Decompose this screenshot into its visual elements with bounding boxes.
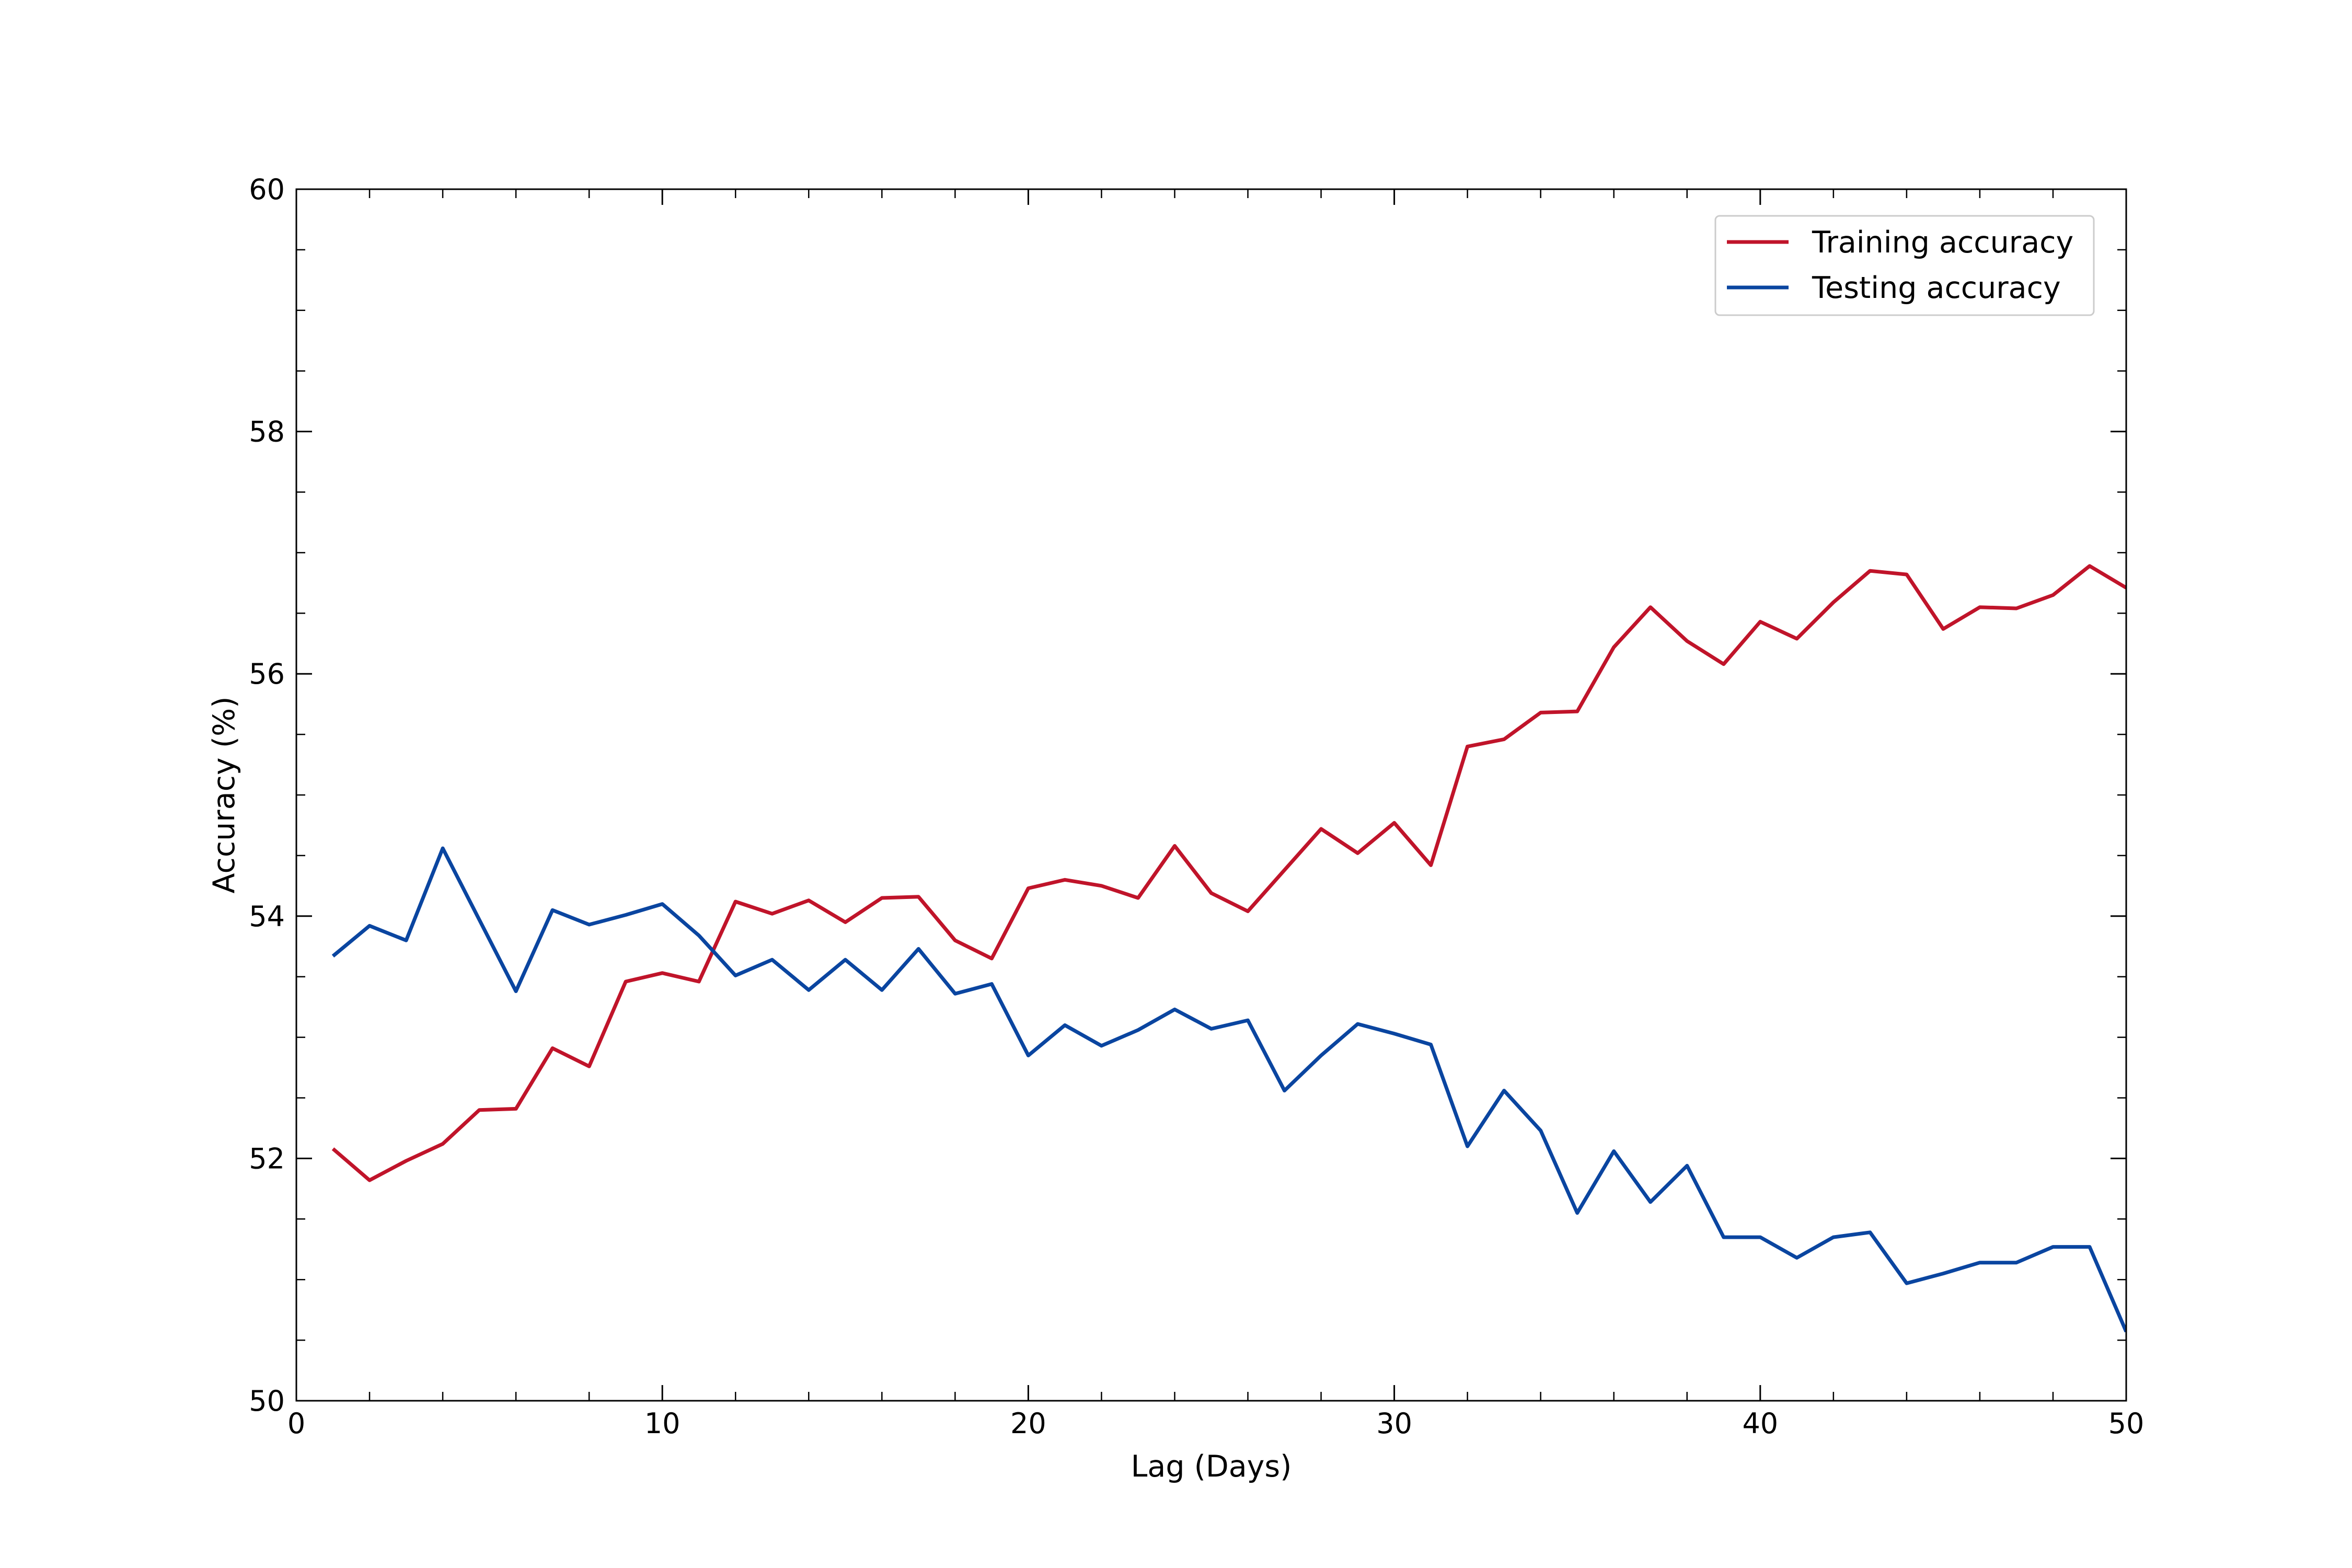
plot-frame: [295, 188, 2127, 1402]
x-axis-label: Lag (Days): [1131, 1449, 1292, 1484]
series-line-testing-accuracy: [331, 846, 2126, 1333]
y-tick-label: 50: [249, 1385, 285, 1417]
series-lines: [331, 564, 2126, 1333]
x-tick-label: 50: [2108, 1407, 2145, 1440]
series-line-training-accuracy: [331, 564, 2126, 1182]
legend-label: Training accuracy: [1812, 225, 2073, 260]
y-tick-label: 52: [249, 1142, 285, 1175]
x-tick-label: 0: [287, 1407, 305, 1440]
legend: Training accuracy Testing accuracy: [1714, 215, 2095, 316]
y-axis-label: Accuracy (%): [207, 697, 241, 894]
legend-box: [1714, 215, 2095, 316]
y-tick-label: 54: [249, 900, 285, 933]
x-tick-label: 10: [644, 1407, 681, 1440]
y-tick-label: 56: [249, 658, 285, 690]
x-tick-label: 40: [1742, 1407, 1778, 1440]
x-tick-label: 20: [1010, 1407, 1046, 1440]
axis-ticks: [295, 188, 2127, 1402]
tick-labels: 0 10 20 30 40 50 50 52 54 56 58 60: [249, 173, 2144, 1440]
x-tick-label: 30: [1376, 1407, 1412, 1440]
y-tick-label: 60: [249, 173, 285, 206]
y-tick-label: 58: [249, 416, 285, 448]
legend-label: Testing accuracy: [1812, 271, 2061, 305]
